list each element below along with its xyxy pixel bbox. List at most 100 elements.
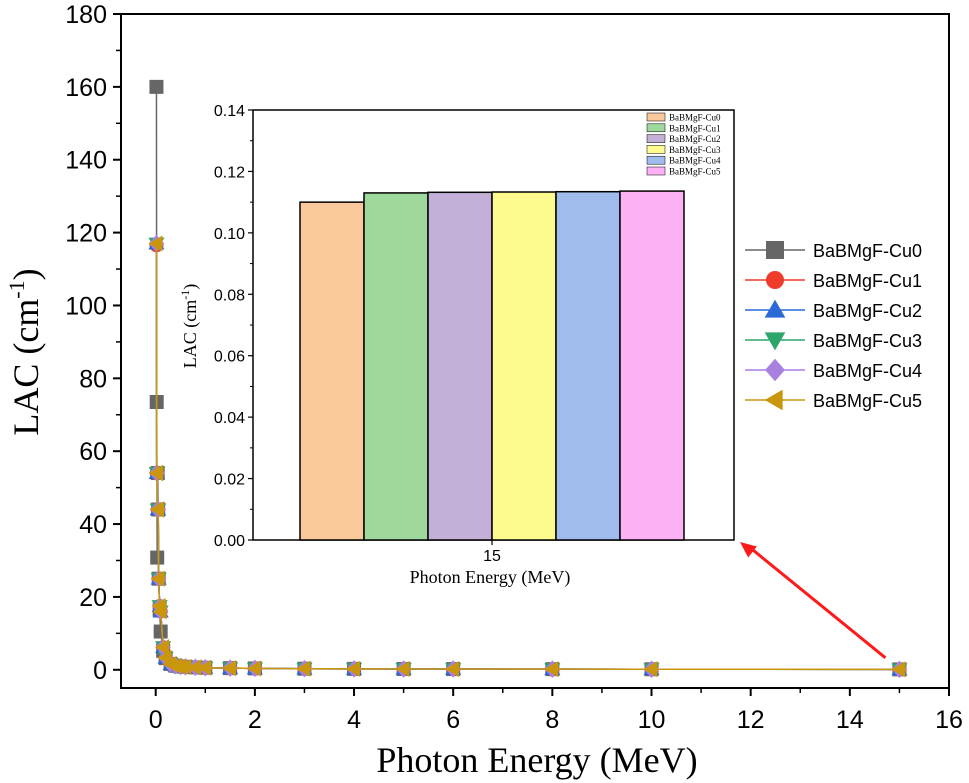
main-y-tick-label: 80 [79, 365, 107, 393]
inset-legend-item: BaBMgF-Cu3 [646, 145, 721, 155]
main-data-point [643, 661, 658, 678]
main-y-tick-label: 60 [79, 438, 107, 466]
main-x-tick-label: 12 [737, 706, 765, 734]
inset-legend-item: BaBMgF-Cu4 [646, 155, 721, 166]
main-series-Cu5 [148, 235, 906, 678]
arrow-head [740, 542, 757, 558]
main-y-axis-title-base: LAC (cm [6, 299, 46, 436]
main-legend-marker [765, 358, 785, 382]
inset-y-tick-label: 0.02 [214, 472, 245, 489]
inset-legend-label: BaBMgF-Cu2 [669, 134, 721, 144]
main-data-point [395, 660, 410, 678]
main-data-point [177, 658, 192, 675]
inset-y-tick-label: 0.12 [214, 164, 245, 181]
main-y-tick-label: 0 [93, 657, 107, 685]
inset-y-axis-title: LAC (cm-1) [178, 284, 201, 368]
main-y-axis-title-close: ) [6, 268, 46, 280]
main-data-point [150, 550, 165, 565]
inset-x-axis-title: Photon Energy (MeV) [410, 567, 571, 588]
inset-legend-label: BaBMgF-Cu1 [669, 123, 721, 133]
main-legend-label: BaBMgF-Cu1 [813, 271, 922, 291]
main-legend-label: BaBMgF-Cu0 [813, 241, 922, 261]
main-data-point [891, 661, 906, 678]
inset-legend-item: BaBMgF-Cu0 [646, 112, 721, 123]
main-y-axis-title: LAC (cm-1) [4, 268, 46, 435]
main-x-tick-label: 4 [347, 706, 361, 734]
inset-chart: 0.00 0.02 0.04 0.06 0.08 0.10 0.12 0.14 BaBMgF-C… [214, 103, 735, 550]
main-x-tick-label: 2 [248, 706, 262, 734]
main-y-tick-label: 180 [65, 1, 107, 29]
main-x-tick-label: 14 [836, 706, 864, 734]
main-legend-item: BaBMgF-Cu4 [745, 358, 922, 382]
inset-bar [363, 192, 429, 541]
inset-y-axis-title-sup: -1 [178, 290, 192, 300]
main-legend: BaBMgF-Cu0 BaBMgF-Cu1 BaBMgF-Cu2 BaBMgF-Cu3… [745, 241, 922, 411]
main-data-point [150, 570, 165, 587]
main-plot-frame [120, 13, 950, 689]
inset-bar [299, 201, 365, 541]
main-legend-item: BaBMgF-Cu3 [745, 331, 922, 351]
main-data-point [345, 660, 360, 677]
main-data-point [246, 660, 261, 677]
main-data-point [544, 661, 559, 678]
main-x-tick-label: 0 [149, 706, 163, 734]
main-y-tick-label: 100 [65, 292, 107, 320]
main-series-group [148, 79, 908, 679]
inset-legend-label: BaBMgF-Cu0 [669, 113, 721, 123]
main-x-tick-label: 6 [446, 706, 460, 734]
inset-legend-item: BaBMgF-Cu1 [646, 123, 721, 133]
inset-y-tick-label: 0.00 [214, 533, 245, 550]
main-legend-label: BaBMgF-Cu3 [813, 331, 922, 351]
main-legend-item: BaBMgF-Cu0 [745, 241, 922, 261]
inset-legend-item: BaBMgF-Cu5 [646, 166, 721, 177]
main-x-axis-title: Photon Energy (MeV) [376, 740, 697, 780]
main-data-point [296, 660, 311, 677]
main-data-point [445, 661, 460, 678]
inset-y-tick-label: 0.10 [214, 226, 245, 243]
inset-legend-label: BaBMgF-Cu4 [669, 156, 721, 166]
inset-bar [619, 190, 685, 541]
inset-legend-swatch [646, 155, 666, 165]
inset-legend-swatch [646, 145, 666, 154]
main-legend-marker [766, 241, 784, 259]
main-x-tick-label: 8 [545, 706, 559, 734]
inset-y-axis-title-close: ) [180, 284, 201, 290]
inset-y-axis-title-base: LAC (cm [180, 300, 201, 368]
inset-legend-item: BaBMgF-Cu2 [646, 134, 721, 144]
main-legend-marker [764, 389, 783, 411]
main-x-tick-label: 16 [935, 706, 963, 734]
inset-x-category-label: 15 [483, 548, 501, 565]
main-legend-marker [766, 271, 784, 289]
main-data-point [187, 659, 202, 676]
main-legend-marker [764, 299, 786, 318]
inset-bar [427, 191, 493, 541]
main-data-point [153, 624, 168, 639]
main-data-point [150, 501, 165, 518]
main-data-point [149, 79, 164, 94]
inset-bar [491, 191, 557, 541]
main-y-tick-label: 20 [79, 584, 107, 612]
inset-legend-label: BaBMgF-Cu5 [669, 167, 721, 177]
main-data-point [152, 603, 167, 620]
arrow-shaft [747, 544, 887, 659]
main-y-tick-label: 160 [65, 74, 107, 102]
inset-legend-label: BaBMgF-Cu3 [669, 145, 721, 155]
main-x-tick-label: 10 [638, 706, 666, 734]
inset-y-tick-label: 0.04 [214, 410, 245, 427]
main-data-point [149, 464, 164, 482]
inset-y-tick-label: 0.14 [214, 103, 245, 120]
main-legend-label: BaBMgF-Cu4 [813, 361, 922, 381]
main-legend-item: BaBMgF-Cu1 [745, 271, 922, 291]
main-y-tick-label: 120 [65, 220, 107, 248]
inset-y-tick-label: 0.08 [214, 287, 245, 304]
inset-legend-swatch [646, 123, 666, 133]
inset-legend-swatch [646, 166, 666, 176]
inset-legend-swatch [646, 112, 666, 122]
main-y-tick-label: 40 [79, 511, 107, 539]
inset-legend-swatch [646, 134, 666, 143]
inset-bar [555, 190, 621, 541]
main-y-tick-label: 140 [65, 147, 107, 175]
main-data-point [197, 659, 212, 676]
